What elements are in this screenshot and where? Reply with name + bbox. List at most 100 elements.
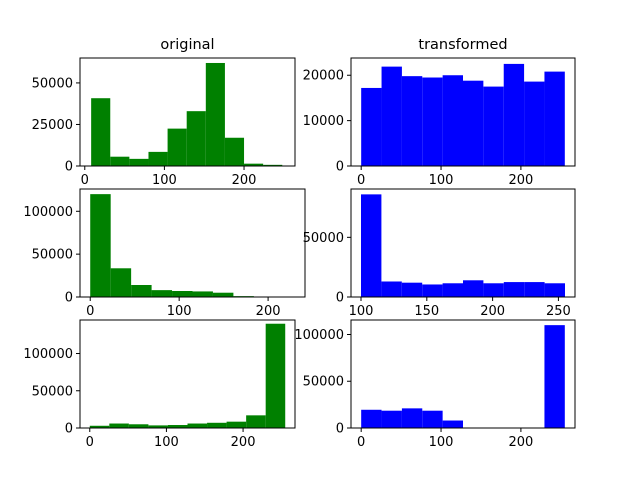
histogram-bar xyxy=(463,80,484,166)
x-tick-label: 200 xyxy=(508,173,533,188)
x-tick-label: 200 xyxy=(232,173,257,188)
histogram-panel-1: 0 100 200 0 25000 50000 original xyxy=(32,37,296,188)
y-tick-label: 50000 xyxy=(32,384,73,399)
histogram-bar xyxy=(442,420,463,428)
histogram-bar xyxy=(91,98,111,166)
histogram-bar xyxy=(167,425,188,428)
x-tick-label: 0 xyxy=(81,173,89,188)
histogram-bar xyxy=(544,325,565,428)
histogram-bar xyxy=(361,87,382,166)
y-tick-label: 0 xyxy=(336,291,344,306)
histogram-bar xyxy=(187,423,208,428)
histogram-bar xyxy=(263,164,283,166)
histogram-panel-4: 100 150 200 250 0 50000 xyxy=(303,188,576,319)
y-tick-label: 50000 xyxy=(303,375,344,390)
histogram-bar xyxy=(128,424,149,428)
axes-frame xyxy=(79,57,296,167)
y-tick-label: 20000 xyxy=(303,69,344,84)
axes-frame xyxy=(79,319,296,429)
x-tick-label: 0 xyxy=(86,435,94,450)
histogram-panel-6: 0 100 200 0 50000 100000 xyxy=(294,319,576,450)
histogram-bar xyxy=(442,283,463,297)
histogram-bar xyxy=(109,423,129,428)
histogram-bar xyxy=(381,66,402,166)
axes-frame xyxy=(79,188,306,298)
y-tick-label: 0 xyxy=(336,422,344,437)
y-tick-label: 50000 xyxy=(32,76,73,91)
panel-title: transformed xyxy=(418,37,507,53)
histogram-bar xyxy=(401,76,423,166)
axes-frame xyxy=(350,319,576,429)
histogram-bar xyxy=(422,410,443,428)
histogram-bar xyxy=(131,285,152,297)
histogram-bar xyxy=(148,425,168,428)
histogram-bar xyxy=(212,292,234,297)
x-tick-label: 100 xyxy=(167,304,192,319)
histogram-bar xyxy=(442,75,463,166)
histogram-bar xyxy=(89,425,110,428)
histogram-bar xyxy=(401,408,423,428)
x-tick-label: 200 xyxy=(480,304,505,319)
y-tick-label: 0 xyxy=(65,422,73,437)
histogram-bar xyxy=(224,137,245,166)
histogram-bar xyxy=(544,283,565,297)
histogram-bar xyxy=(361,409,382,428)
histogram-panel-2: 0 100 200 0 10000 20000 transformed xyxy=(303,37,576,188)
histogram-bar xyxy=(186,111,206,166)
histogram-bar xyxy=(148,151,168,166)
histogram-bar xyxy=(167,128,187,166)
histogram-bar xyxy=(544,71,565,166)
histogram-bar xyxy=(110,156,130,166)
histogram-bar xyxy=(265,323,286,428)
x-tick-label: 100 xyxy=(349,304,374,319)
x-tick-label: 100 xyxy=(152,173,177,188)
x-tick-label: 100 xyxy=(429,435,454,450)
histogram-bar xyxy=(226,421,247,428)
histogram-bar xyxy=(192,291,213,297)
histogram-bar xyxy=(524,81,545,166)
y-tick-label: 10000 xyxy=(303,114,344,129)
histogram-bar xyxy=(381,410,402,428)
histogram-bar xyxy=(401,282,423,297)
x-tick-label: 100 xyxy=(429,173,454,188)
x-tick-label: 0 xyxy=(357,173,365,188)
y-tick-label: 0 xyxy=(65,160,73,175)
x-tick-label: 200 xyxy=(256,304,281,319)
histogram-bar xyxy=(483,283,504,297)
histogram-bar xyxy=(422,284,443,297)
x-tick-label: 200 xyxy=(508,435,533,450)
histogram-bar xyxy=(244,163,264,166)
axes-frame xyxy=(350,188,576,298)
x-tick-label: 200 xyxy=(231,435,256,450)
histogram-bar xyxy=(129,158,149,166)
histogram-panel-3: 0 100 200 0 50000 100000 xyxy=(23,188,306,319)
histogram-bar xyxy=(361,194,382,297)
histogram-bar xyxy=(463,280,484,297)
histogram-bar xyxy=(205,62,225,167)
histogram-bar xyxy=(151,290,173,297)
y-tick-label: 25000 xyxy=(32,118,73,133)
histogram-bar xyxy=(483,86,504,166)
y-tick-label: 50000 xyxy=(32,248,73,263)
y-tick-label: 100000 xyxy=(23,205,73,220)
y-tick-label: 0 xyxy=(65,291,73,306)
histogram-bar xyxy=(381,281,402,297)
y-tick-label: 0 xyxy=(336,160,344,175)
histogram-bar xyxy=(503,282,525,297)
histogram-bar xyxy=(503,63,525,166)
x-tick-label: 150 xyxy=(414,304,439,319)
histogram-bar xyxy=(110,268,132,297)
panel-title: original xyxy=(160,37,214,53)
histogram-bar xyxy=(246,415,266,428)
histogram-bar xyxy=(90,194,111,297)
histogram-bar xyxy=(172,291,193,297)
y-tick-label: 100000 xyxy=(23,347,73,362)
x-tick-label: 100 xyxy=(154,435,179,450)
histogram-bar xyxy=(524,282,545,297)
histogram-bar xyxy=(207,422,227,428)
y-tick-label: 50000 xyxy=(303,231,344,246)
x-tick-label: 0 xyxy=(86,304,94,319)
y-tick-label: 100000 xyxy=(294,328,344,343)
x-tick-label: 250 xyxy=(546,304,571,319)
